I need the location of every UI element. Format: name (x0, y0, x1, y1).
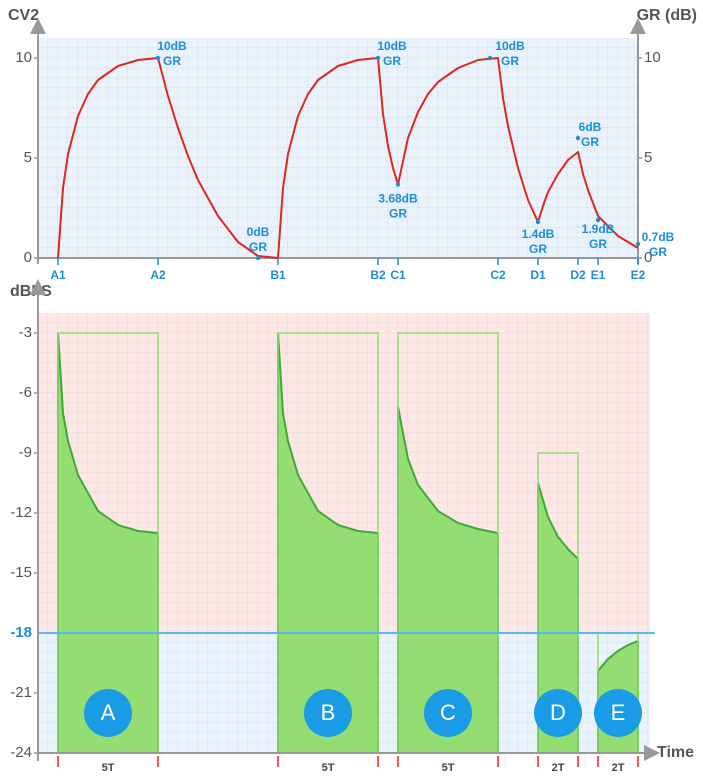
y-axis-label: CV2 (8, 7, 39, 24)
annotation-dot (535, 219, 541, 225)
segment-span: 5T (322, 762, 335, 774)
y-axis-label: dBFS (10, 283, 52, 300)
output-line (277, 332, 379, 534)
y-tick-label: -6 (19, 384, 32, 401)
output-area (398, 406, 498, 753)
annotation-dot (255, 255, 261, 261)
cv-line (57, 57, 639, 259)
y-tick-label: 0 (24, 249, 32, 266)
y-tick-label: -9 (19, 444, 32, 461)
segment-span: 5T (442, 762, 455, 774)
output-line (57, 332, 159, 534)
x-tick-label: B2 (370, 268, 386, 282)
top-plot-bg (38, 38, 638, 258)
segment-badge (594, 689, 642, 737)
segment-span: 2T (552, 762, 565, 774)
annotation-dot (575, 135, 581, 141)
annotation-dot (595, 217, 601, 223)
segment-span: 5T (102, 762, 115, 774)
annotation: 10dB (377, 39, 407, 53)
annotation: GR (501, 54, 519, 68)
annotation: 10dB (157, 39, 187, 53)
x-axis-label: Time (657, 744, 694, 761)
y-tick-label: -21 (10, 684, 32, 701)
annotation: 1.9dB (582, 222, 615, 236)
annotation: 3.68dB (378, 192, 418, 206)
x-tick-label: C1 (390, 268, 406, 282)
segment-badge (534, 689, 582, 737)
y-tick-label: -24 (10, 744, 32, 761)
x-tick-label: C2 (490, 268, 506, 282)
annotation-dot (155, 55, 161, 61)
annotation-dot (395, 182, 401, 187)
annotation: GR (529, 242, 547, 256)
y2-tick-label: 5 (644, 149, 652, 166)
y2-tick-label: 10 (644, 49, 661, 66)
annotation: GR (589, 237, 607, 251)
annotation: 0dB (247, 225, 270, 239)
annotation: GR (249, 240, 267, 254)
annotation: 6dB (579, 120, 602, 134)
annotation: GR (649, 245, 667, 259)
output-line (537, 482, 579, 560)
x-tick-label: A2 (150, 268, 166, 282)
segment-name: E (611, 700, 626, 725)
x-tick-label: E1 (591, 268, 606, 282)
annotation-dot (375, 55, 381, 61)
output-area (278, 333, 378, 753)
y-tick-label: -15 (10, 564, 32, 581)
annotation: GR (389, 207, 407, 221)
segment-span: 2T (612, 762, 625, 774)
x-tick-label: B1 (270, 268, 286, 282)
annotation-dot (635, 241, 641, 247)
output-area (58, 333, 158, 753)
annotation: 1.4dB (522, 227, 555, 241)
y-tick-label: 10 (15, 49, 32, 66)
y2-tick-label: 0 (644, 249, 652, 266)
x-tick-label: E2 (631, 268, 646, 282)
output-line (397, 406, 499, 534)
segment-badge (424, 689, 472, 737)
threshold-label: -18 (10, 624, 32, 641)
annotation: GR (581, 135, 599, 149)
annotation: 0.7dB (642, 230, 675, 244)
y-tick-label: -12 (10, 504, 32, 521)
annotation: GR (163, 54, 181, 68)
x-tick-label: A1 (50, 268, 66, 282)
segment-name: D (550, 700, 566, 725)
segment-name: A (101, 700, 116, 725)
x-tick-label: D2 (570, 268, 586, 282)
annotation: GR (383, 54, 401, 68)
annotation-dot (487, 55, 493, 61)
output-line (597, 640, 639, 672)
x-tick-label: D1 (530, 268, 546, 282)
segment-badge (84, 689, 132, 737)
y-tick-label: 5 (24, 149, 32, 166)
segment-name: C (440, 700, 456, 725)
segment-name: B (321, 700, 336, 725)
annotation: 10dB (495, 39, 525, 53)
y-tick-label: -3 (19, 324, 32, 341)
y2-axis-label: GR (dB) (637, 7, 697, 24)
output-area (538, 483, 578, 753)
segment-badge (304, 689, 352, 737)
